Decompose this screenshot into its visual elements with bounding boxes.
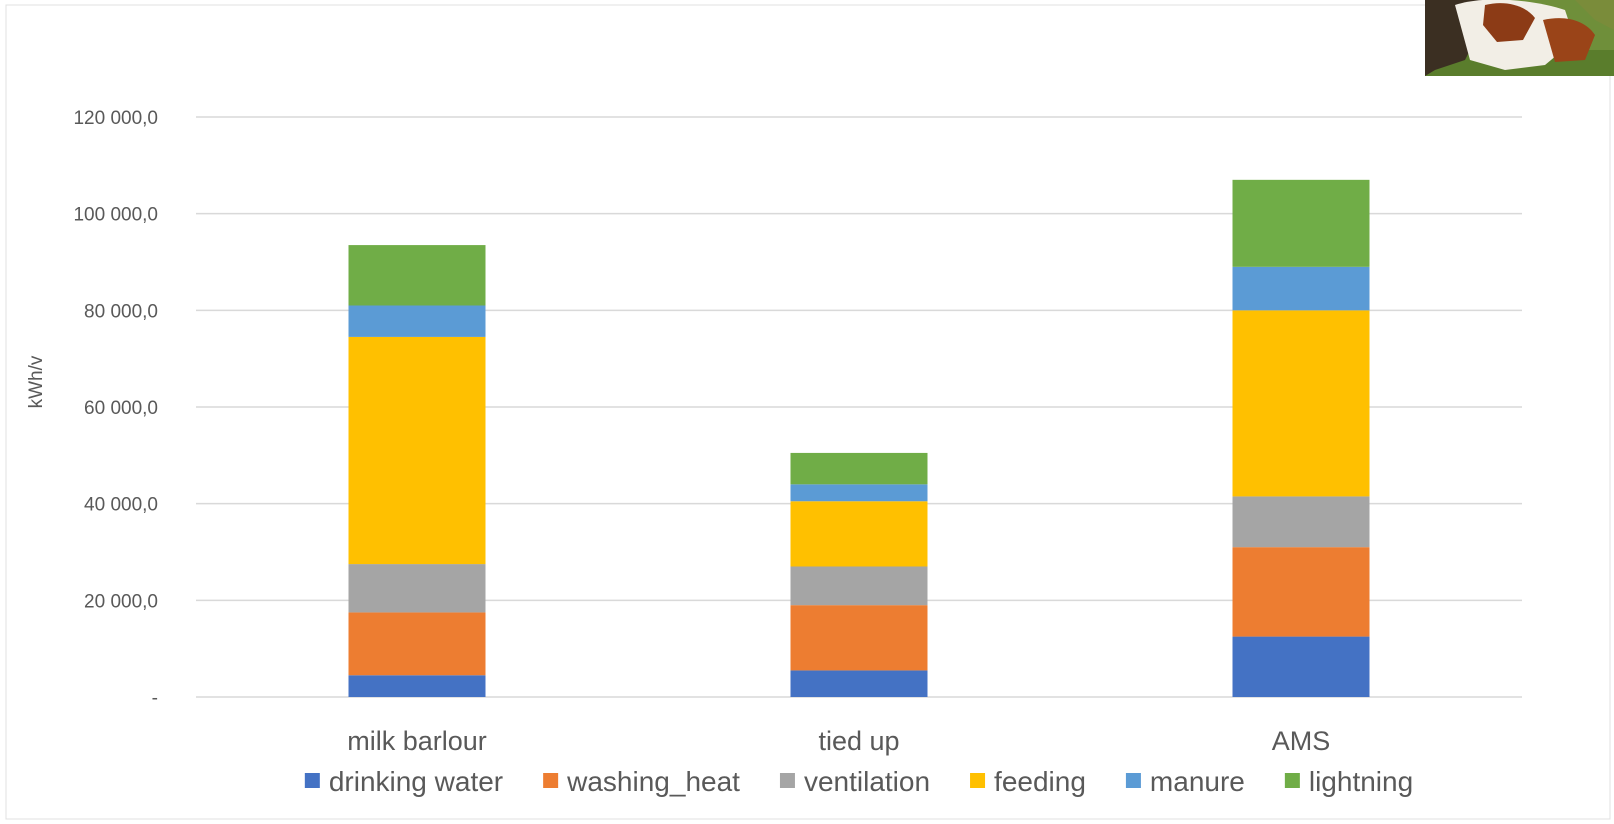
y-tick-label: 60 000,0 [84, 398, 158, 419]
bar-segment-manure [790, 484, 928, 502]
legend-swatch [1125, 773, 1141, 788]
bar-segment-ventilation [348, 564, 486, 613]
bar-segment-manure [348, 305, 486, 337]
legend-swatch [779, 773, 795, 788]
bar-segment-washing-heat [1232, 547, 1370, 637]
legend-swatch [543, 773, 559, 788]
y-tick-label: 20 000,0 [84, 591, 158, 612]
legend-label: manure [1150, 766, 1245, 797]
legend-label: ventilation [804, 766, 930, 797]
y-axis-ticks: - 20 000,0 40 000,0 60 000,0 80 000,0 100 000… [73, 108, 158, 709]
y-tick-label: 40 000,0 [84, 495, 158, 516]
legend-label: lightning [1309, 766, 1413, 797]
bar-segment-feeding [1232, 310, 1370, 497]
bar-segment-feeding [348, 336, 486, 565]
y-tick-label: 80 000,0 [84, 301, 158, 322]
legend-label: drinking water [329, 766, 503, 797]
bar-segment-drinking-water [790, 670, 928, 697]
bars [348, 179, 1370, 697]
bar-segment-washing-heat [348, 612, 486, 676]
bar-segment-drinking-water [1232, 636, 1370, 697]
y-tick-label: 100 000,0 [73, 205, 158, 226]
bar-segment-manure [1232, 266, 1370, 311]
bar-segment-drinking-water [348, 675, 486, 697]
x-tick-label: milk barlour [347, 726, 487, 756]
x-axis-ticks: milk barlour tied up AMS [347, 726, 1330, 756]
cow-photo-icon [1425, 0, 1614, 76]
y-axis-label: kWh/v [26, 355, 47, 408]
y-tick-label: - [152, 688, 158, 709]
legend-swatch [970, 773, 986, 788]
legend-label: washing_heat [566, 766, 740, 797]
bar-segment-lightning [1232, 179, 1370, 267]
bar-segment-ventilation [790, 566, 928, 606]
bar-segment-washing-heat [790, 605, 928, 671]
legend-swatch [304, 773, 320, 788]
x-tick-label: tied up [818, 726, 899, 756]
bar-segment-lightning [790, 452, 928, 485]
bar-segment-ventilation [1232, 496, 1370, 548]
y-tick-label: 120 000,0 [73, 108, 158, 129]
bar-segment-lightning [348, 245, 486, 306]
bar-segment-feeding [790, 501, 928, 567]
legend: drinking water washing_heat ventilation fee… [304, 766, 1413, 797]
x-tick-label: AMS [1272, 726, 1331, 756]
legend-label: feeding [994, 766, 1086, 797]
legend-swatch [1284, 773, 1300, 788]
